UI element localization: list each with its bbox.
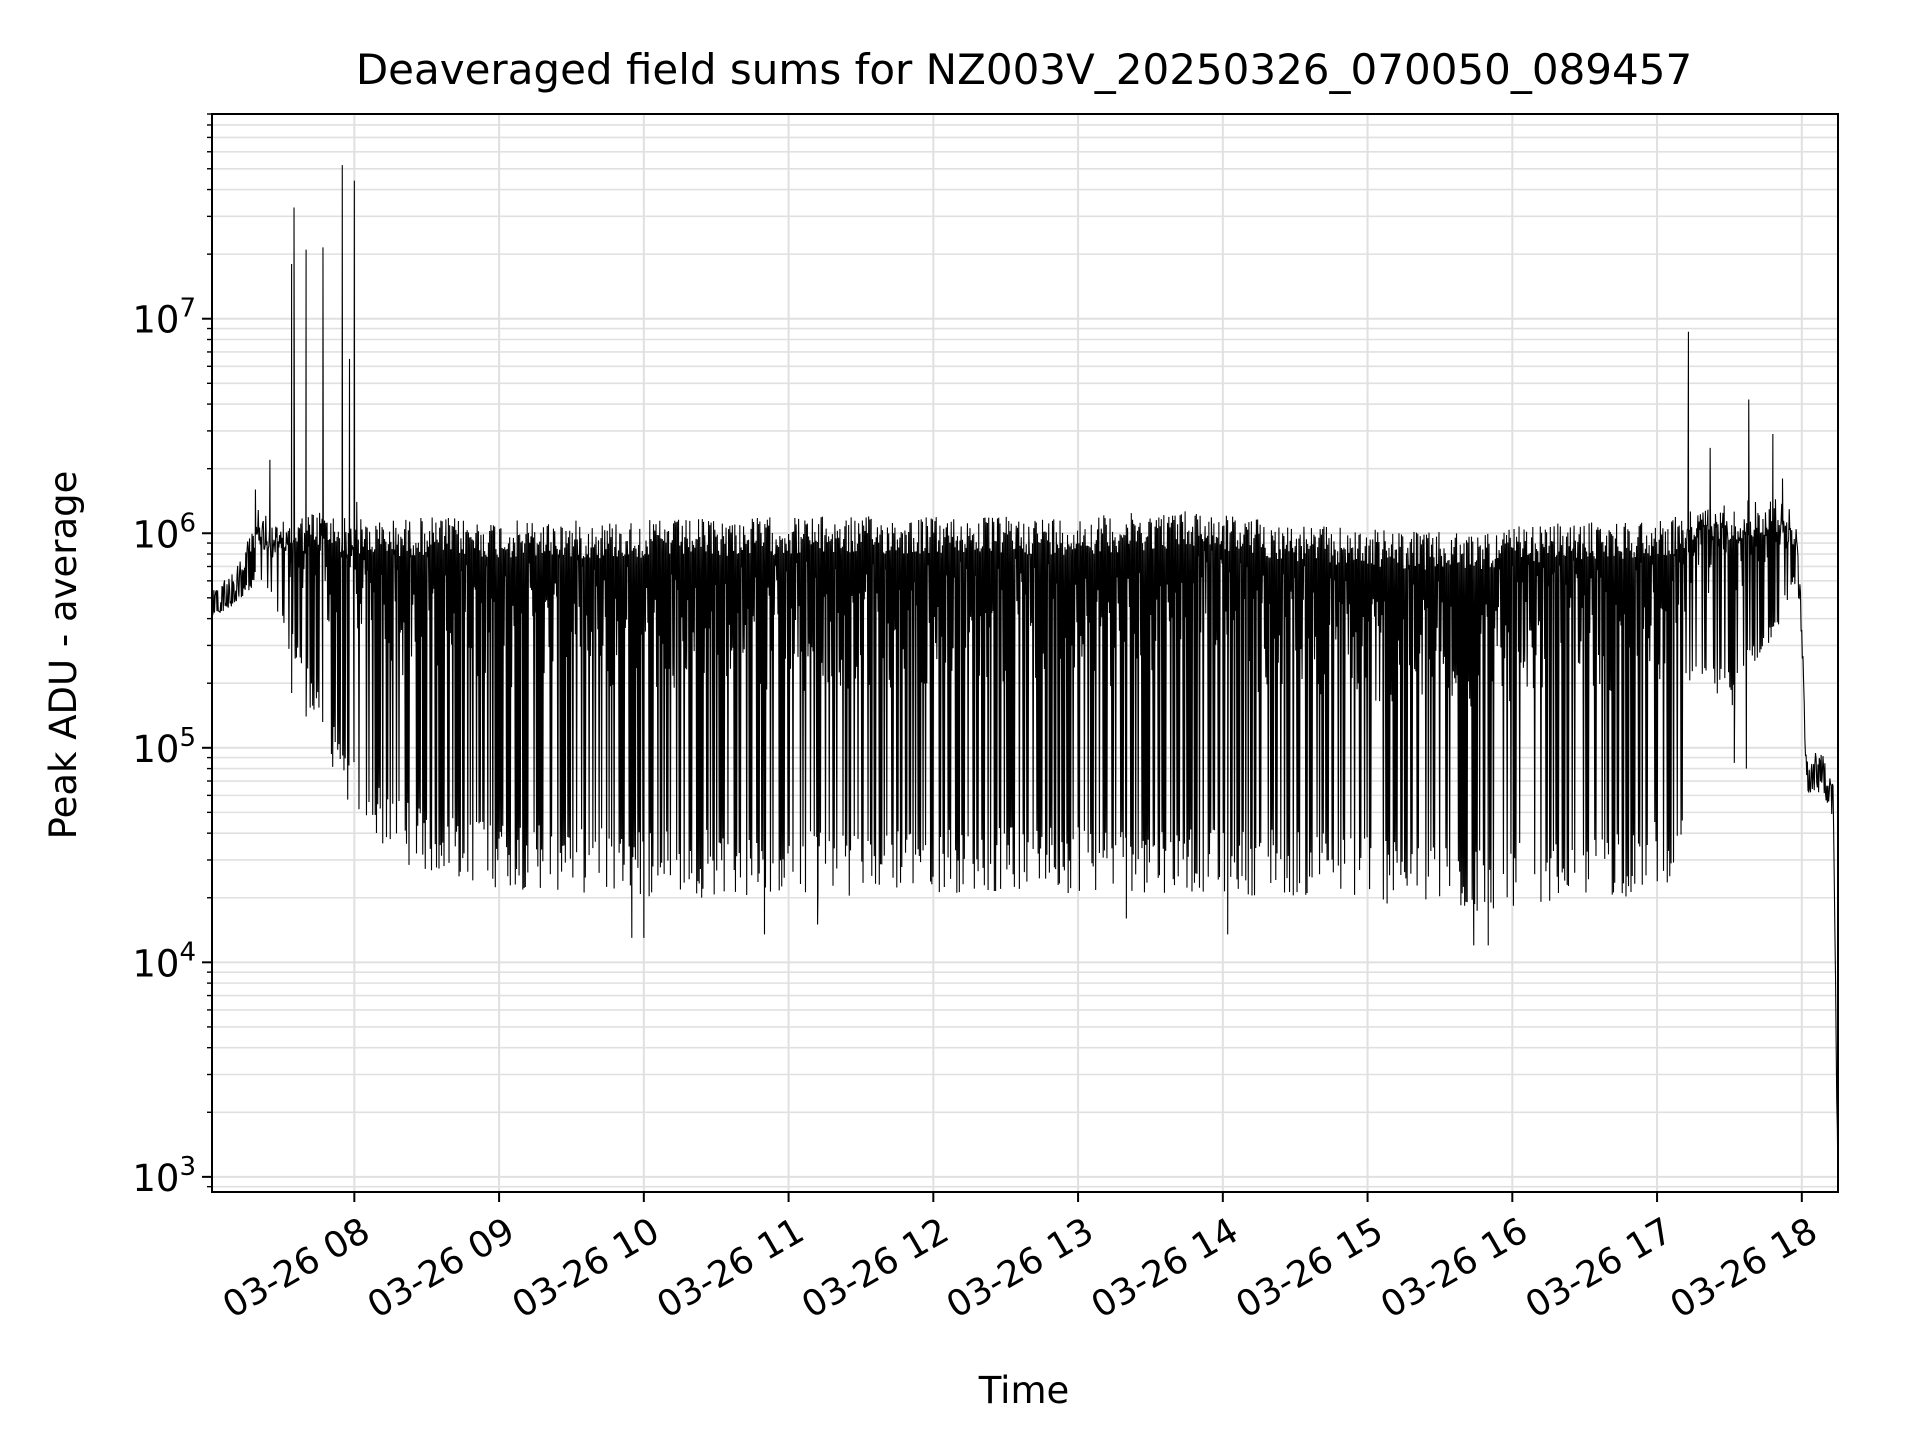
axes-frame [211,113,1839,1193]
tick-label-y: 106 [132,508,196,556]
tick-label-y-exponent: 5 [179,723,196,753]
chart-title: Deaveraged field sums for NZ003V_2025032… [356,45,1692,94]
tick-label-y-exponent: 4 [179,937,196,967]
tick-label-y-exponent: 7 [179,294,196,324]
tick-label-y: 104 [132,937,196,985]
series-line [211,165,1839,1191]
tick-label-y: 107 [132,294,196,342]
tick-label-y-exponent: 3 [179,1152,196,1182]
y-axis-label: Peak ADU - average [42,471,85,840]
tick-label-y-base: 10 [132,1157,179,1200]
tick-label-y-base: 10 [132,299,179,342]
tick-label-y: 105 [132,723,196,771]
tick-label-y-base: 10 [132,942,179,985]
tick-label-y-base: 10 [132,728,179,771]
tick-label-y: 103 [132,1152,196,1200]
x-axis-label: Time [978,1369,1070,1412]
data-layer [211,165,1839,1191]
tick-label-y-base: 10 [132,513,179,556]
tick-label-y-exponent: 6 [179,508,196,538]
